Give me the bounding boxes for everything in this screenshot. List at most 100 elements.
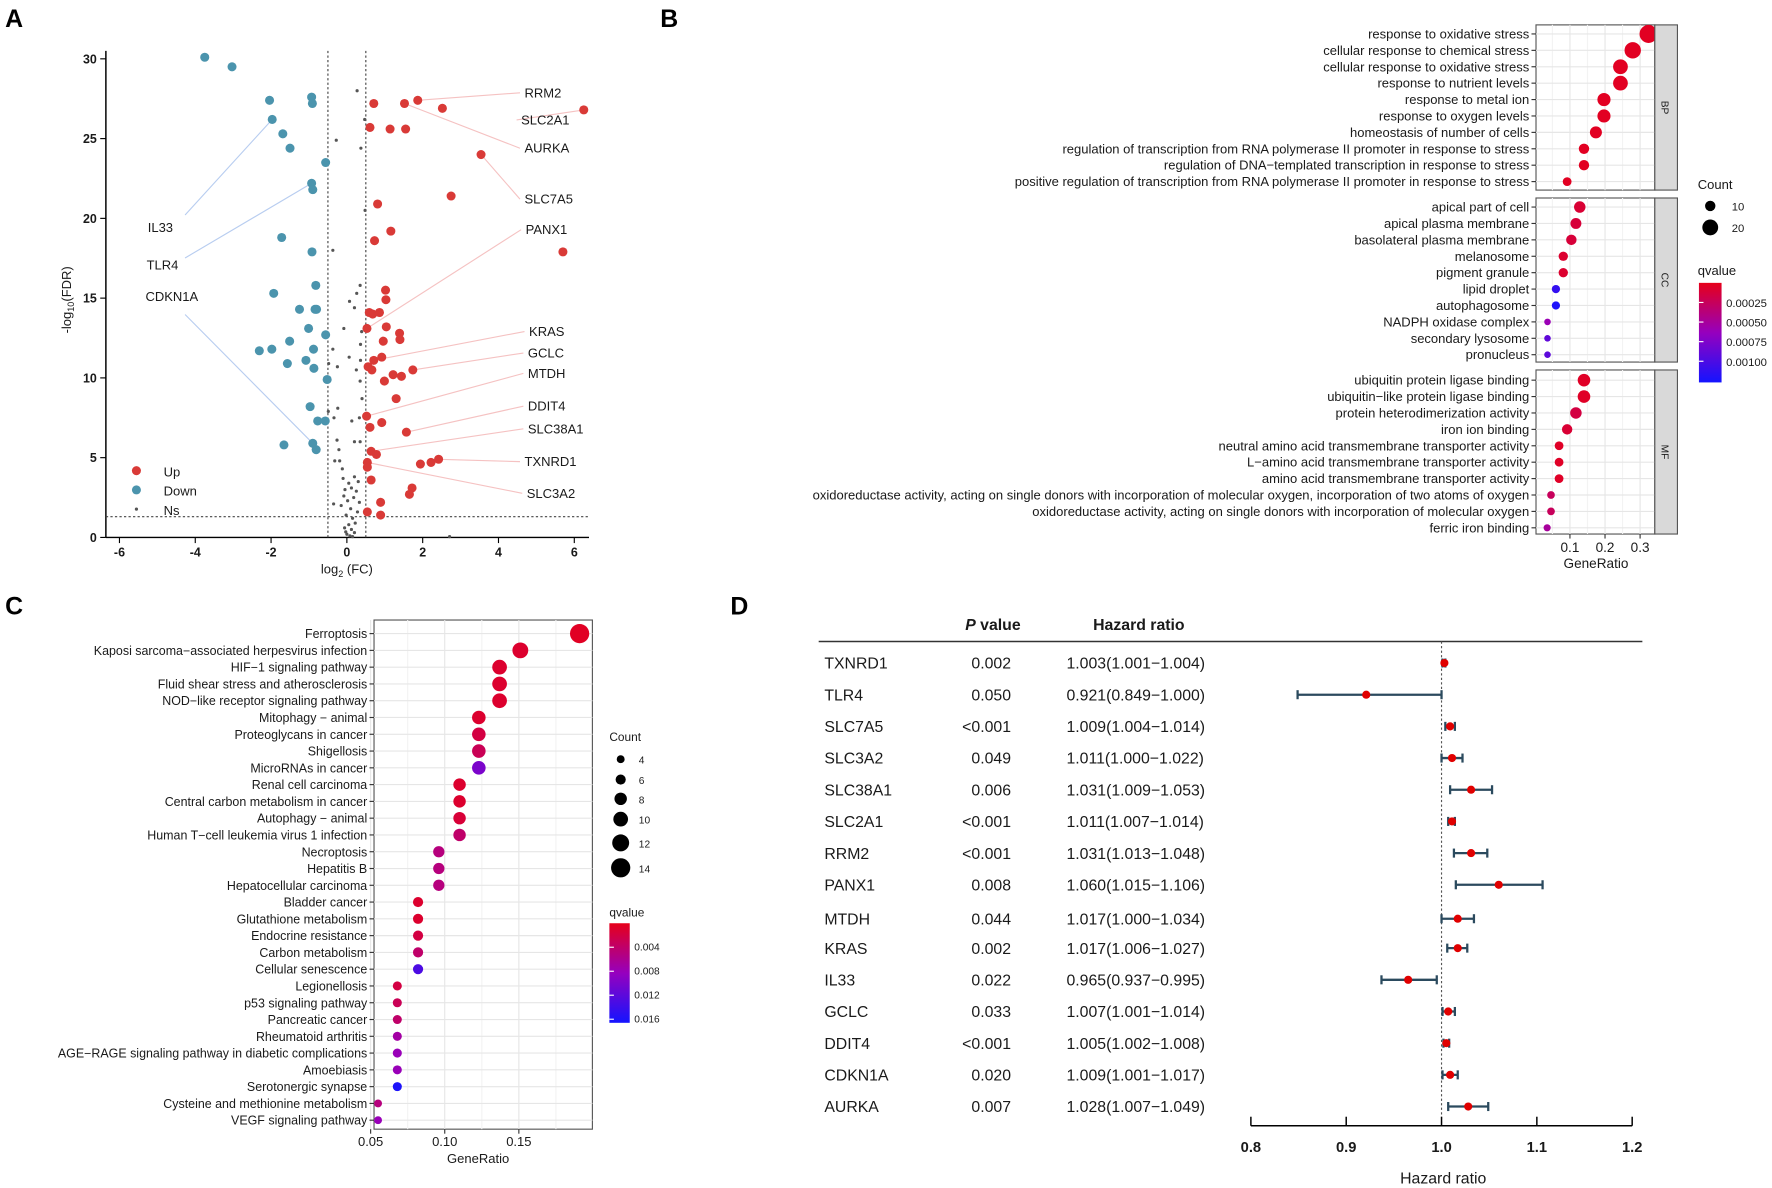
up-point — [370, 236, 380, 246]
x-tick-label: 0.1 — [1561, 540, 1580, 555]
legend-title: qvalue — [609, 905, 644, 919]
panel-label-d: D — [730, 592, 748, 620]
up-point — [385, 124, 395, 134]
term-label: response to oxygen levels — [1379, 108, 1530, 123]
gene-label: SLC38A1 — [528, 421, 584, 436]
gene-label: SLC2A1 — [521, 112, 569, 127]
up-point — [381, 322, 391, 332]
hazard-ratio-text: 1.031(1.013−1.048) — [1066, 846, 1205, 863]
up-point — [376, 497, 386, 507]
term-dot — [1554, 441, 1564, 451]
forest-row: SLC2A1 <0.001 1.011(1.007−1.014) — [824, 814, 1457, 831]
forest-row: AURKA 0.007 1.028(1.007−1.049) — [824, 1099, 1490, 1116]
up-point — [381, 295, 391, 305]
term-label: HIF−1 signaling pathway — [231, 661, 368, 675]
down-point — [254, 346, 264, 356]
legend-label: 0.00050 — [1726, 318, 1767, 330]
legend-label: 0.012 — [634, 991, 660, 1002]
term-label: Amoebiasis — [303, 1063, 367, 1077]
up-point — [401, 427, 411, 437]
hr-point — [1446, 1070, 1455, 1079]
term-dot — [1570, 217, 1582, 229]
ns-point — [344, 530, 348, 534]
ns-point — [356, 480, 360, 484]
gene-name: TXNRD1 — [824, 656, 888, 673]
gene-label: RRM2 — [525, 85, 562, 100]
hazard-ratio-text: 1.028(1.007−1.049) — [1066, 1099, 1205, 1116]
leader-line — [367, 461, 523, 494]
legend-label: 10 — [1732, 201, 1745, 213]
term-label: response to nutrient levels — [1377, 76, 1529, 91]
ns-point — [347, 481, 351, 485]
gene-label: GCLC — [528, 346, 564, 361]
down-point — [307, 247, 317, 257]
term-label: pigment granule — [1436, 265, 1529, 280]
term-dot — [1570, 407, 1582, 419]
down-point — [278, 129, 288, 139]
y-tick-label: 0 — [90, 531, 97, 545]
legend-label: Ns — [164, 503, 180, 518]
x-tick-label: 0.15 — [506, 1134, 531, 1149]
up-point — [434, 454, 444, 464]
legend-label: 10 — [639, 816, 651, 827]
x-axis-title-part: log — [321, 562, 338, 577]
term-dot — [1613, 59, 1628, 75]
x-tick-label: 1.1 — [1527, 1140, 1547, 1156]
up-point — [365, 122, 375, 132]
term-label: basolateral plasma membrane — [1354, 232, 1529, 247]
ns-point — [349, 486, 354, 490]
ns-point — [346, 499, 350, 503]
qvalue-colorbar — [609, 923, 630, 1023]
up-point — [362, 507, 372, 517]
term-label: neutral amino acid transmembrane transpo… — [1219, 438, 1530, 453]
term-label: VEGF signaling pathway — [231, 1114, 368, 1128]
ns-point — [352, 495, 356, 500]
gene-label: AURKA — [525, 141, 570, 156]
hazard-ratio-text: 1.003(1.001−1.004) — [1066, 656, 1205, 673]
down-point — [304, 323, 314, 333]
leader-line — [184, 119, 273, 216]
up-point — [413, 95, 423, 105]
legend-label: 0.00100 — [1726, 357, 1767, 369]
ns-point — [352, 531, 357, 535]
ns-point — [326, 409, 330, 413]
ns-point — [343, 487, 347, 492]
term-label: amino acid transmembrane transporter act… — [1262, 471, 1530, 486]
term-dot — [1589, 126, 1602, 139]
term-label: Fluid shear stress and atherosclerosis — [158, 677, 367, 691]
hazard-ratio-header: Hazard ratio — [1093, 617, 1185, 634]
up-point — [362, 462, 372, 472]
forest-row: GCLC 0.033 1.007(1.001−1.014) — [824, 1004, 1457, 1021]
term-dot — [433, 862, 445, 875]
up-point — [373, 199, 383, 209]
ns-point — [342, 326, 346, 331]
term-label: Kaposi sarcoma−associated herpesvirus in… — [94, 644, 368, 658]
x-tick-label: 0.2 — [1596, 540, 1615, 555]
gene-name: SLC38A1 — [824, 782, 892, 799]
term-dot — [570, 623, 590, 644]
down-point — [267, 344, 277, 354]
ns-point — [363, 208, 367, 212]
gene-name: AURKA — [824, 1099, 879, 1116]
ns-point — [355, 291, 359, 295]
down-point — [277, 232, 287, 243]
ns-point — [339, 503, 343, 508]
forest-plot: P value Hazard ratio TXNRD1 0.002 1.003(1.00… — [818, 617, 1642, 1187]
up-point — [381, 285, 391, 295]
ns-point — [332, 416, 336, 420]
ns-point — [347, 299, 352, 303]
leader-line — [404, 102, 521, 149]
term-dot — [453, 811, 466, 825]
gene-name: SLC2A1 — [824, 814, 883, 831]
leader-line — [366, 229, 522, 329]
term-label: protein heterodimerization activity — [1336, 405, 1530, 420]
legend-label: 8 — [639, 795, 645, 806]
ns-point — [347, 355, 351, 359]
qvalue-legend: qvalue 0.004 0.008 0.012 0.016 — [609, 905, 660, 1026]
count-legend: Count 4 6 8 10 12 14 — [609, 730, 651, 878]
term-label: apical part of cell — [1432, 200, 1530, 215]
term-dot — [392, 1031, 402, 1041]
forest-row: DDIT4 <0.001 1.005(1.002−1.008) — [824, 1036, 1451, 1053]
down-point — [311, 280, 321, 290]
up-point — [371, 449, 381, 459]
